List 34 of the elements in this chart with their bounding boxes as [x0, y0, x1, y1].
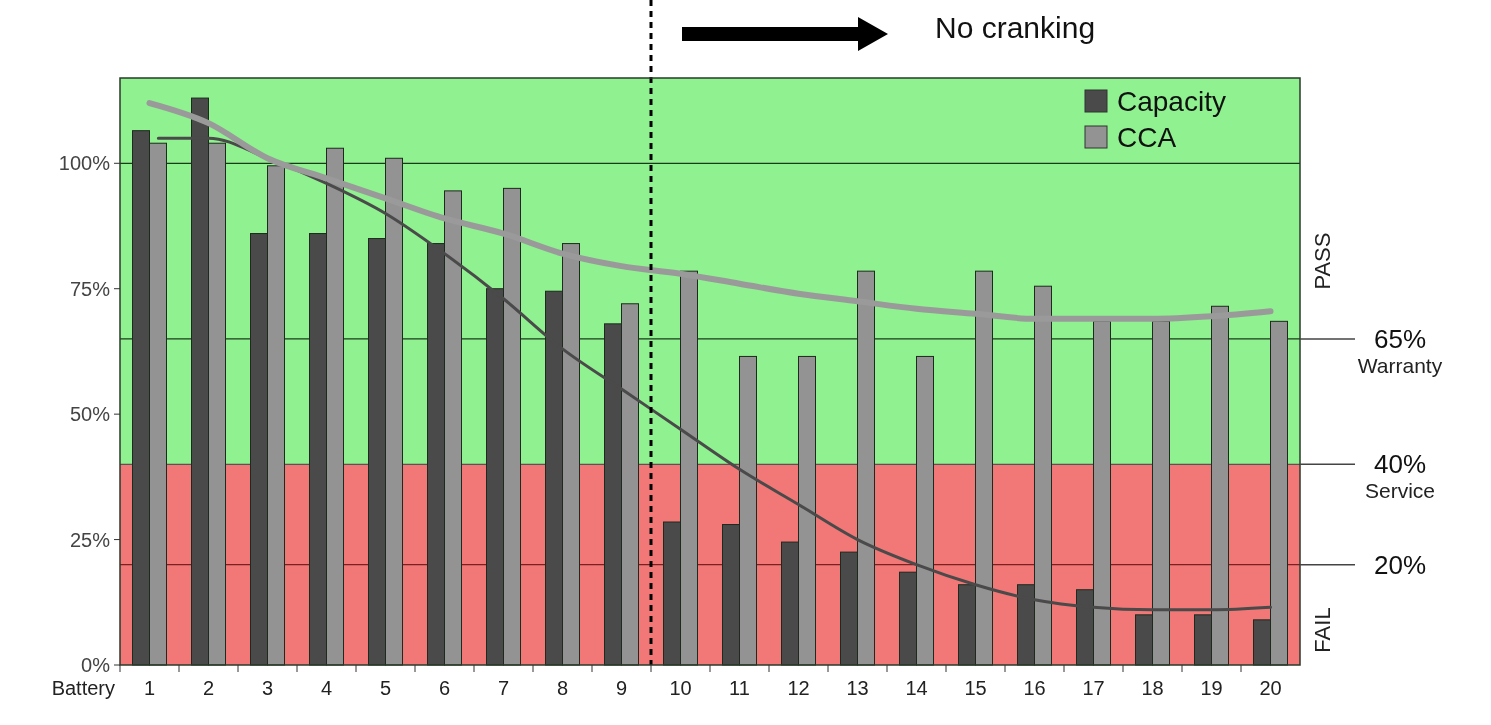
legend-label: Capacity — [1117, 85, 1226, 117]
x-tick-label: 7 — [497, 677, 510, 699]
y-tick-label: 100% — [58, 152, 111, 175]
y-tick-label: 0% — [81, 654, 111, 676]
x-tick-label: 20 — [1259, 677, 1282, 699]
x-tick-label: 3 — [261, 677, 274, 699]
x-tick-label: 14 — [905, 677, 928, 699]
x-tick-label: 18 — [1141, 677, 1164, 699]
x-tick-label: 15 — [964, 677, 987, 699]
x-tick-label: 19 — [1200, 677, 1223, 699]
legend-label: CCA — [1117, 121, 1177, 153]
text: No cranking — [935, 11, 1096, 44]
x-axis-title: Battery — [51, 677, 115, 699]
x-tick-label: 2 — [202, 677, 215, 699]
band-label: FAIL — [1310, 607, 1335, 653]
ref-line-label: 20% — [1373, 549, 1427, 580]
x-tick-label: 6 — [438, 677, 451, 699]
ref-line-label: 65% Warranty — [1357, 323, 1443, 377]
y-tick-label: 50% — [69, 403, 111, 426]
x-tick-label: 11 — [729, 677, 750, 699]
x-tick-label: 9 — [615, 677, 628, 699]
band-label: PASS — [1310, 232, 1335, 290]
x-tick-label: 8 — [556, 677, 569, 699]
x-tick-label: 13 — [846, 677, 869, 699]
x-tick-label: 4 — [320, 677, 333, 699]
x-tick-label: 10 — [669, 677, 692, 699]
x-tick-label: 1 — [143, 677, 156, 699]
x-tick-label: 16 — [1023, 677, 1046, 699]
x-tick-label: 17 — [1082, 677, 1105, 699]
x-tick-label: 12 — [787, 677, 810, 699]
y-tick-label: 75% — [69, 277, 111, 300]
ref-line-label: 40% Service — [1364, 449, 1436, 503]
x-tick-label: 5 — [379, 677, 392, 699]
y-tick-label: 25% — [69, 528, 111, 551]
